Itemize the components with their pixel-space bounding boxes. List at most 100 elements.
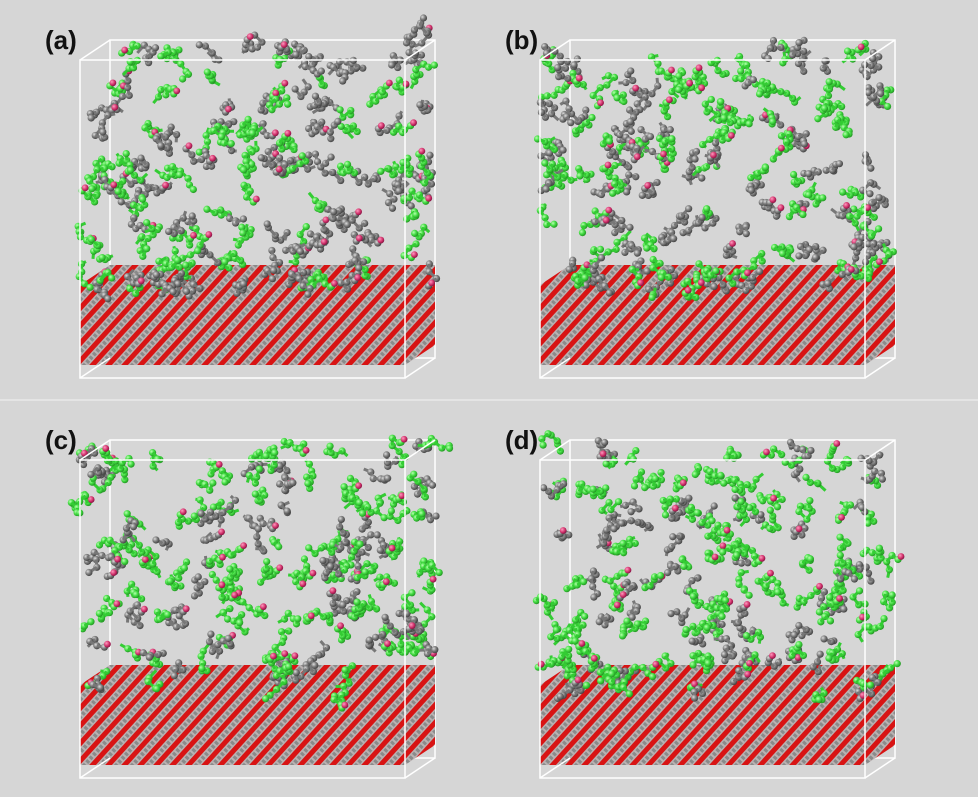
- oxygen-atom: [710, 151, 717, 159]
- atom: [327, 153, 335, 161]
- atom: [668, 135, 676, 143]
- atom: [217, 132, 226, 141]
- atom: [877, 89, 885, 98]
- atom: [173, 256, 182, 264]
- atom: [169, 288, 177, 296]
- atom: [666, 126, 674, 134]
- atom: [416, 101, 424, 109]
- red-row: [294, 265, 398, 365]
- oxygen-atom: [402, 80, 410, 88]
- atom: [430, 61, 438, 69]
- oxygen-atom: [637, 279, 645, 287]
- atom: [151, 44, 160, 52]
- atom: [98, 253, 106, 262]
- oxygen-atom: [111, 103, 119, 111]
- atom: [537, 108, 546, 116]
- atom: [292, 51, 300, 59]
- atom: [554, 63, 562, 72]
- atom: [597, 254, 606, 262]
- atom: [542, 185, 550, 193]
- atom: [720, 114, 728, 122]
- atom: [883, 102, 892, 111]
- atom: [291, 85, 299, 93]
- atom: [819, 194, 827, 202]
- oxygen-atom: [660, 150, 667, 158]
- atom: [805, 170, 813, 178]
- oxygen-atom: [644, 182, 652, 189]
- atom: [296, 247, 304, 255]
- atom: [411, 229, 419, 237]
- atom: [426, 151, 434, 159]
- atom: [166, 577, 174, 585]
- atom: [761, 163, 770, 171]
- atom: [194, 247, 202, 255]
- atom: [698, 174, 706, 182]
- oxygen-atom: [225, 105, 232, 113]
- atom: [304, 290, 312, 298]
- atom: [138, 195, 147, 203]
- oxygen-atom: [109, 79, 117, 87]
- oxygen-atom: [110, 181, 118, 189]
- oxygen-atom: [410, 119, 417, 127]
- atom: [605, 289, 614, 297]
- oxygen-atom: [104, 640, 111, 648]
- oxygen-atom: [355, 208, 362, 216]
- atom: [710, 282, 718, 291]
- atom: [633, 249, 642, 257]
- oxygen-atom: [280, 41, 288, 49]
- atom: [292, 669, 300, 677]
- atom: [298, 152, 306, 160]
- red-row: [246, 265, 350, 365]
- panel: (a): [45, 14, 441, 379]
- atom: [343, 160, 352, 168]
- atom: [559, 146, 567, 154]
- atom: [764, 54, 772, 63]
- atom: [87, 114, 95, 122]
- oxygen-atom: [425, 194, 433, 202]
- atom: [387, 507, 395, 515]
- oxygen-atom: [377, 236, 385, 244]
- atom: [627, 127, 635, 135]
- atom: [328, 168, 337, 177]
- oxygen-atom: [597, 99, 604, 107]
- oxygen-atom: [604, 161, 612, 169]
- atom: [305, 52, 313, 61]
- red-row: [166, 265, 270, 365]
- atom: [550, 220, 558, 228]
- atom: [302, 223, 310, 231]
- atom: [127, 460, 135, 468]
- atom: [570, 61, 578, 69]
- atom: [814, 115, 822, 123]
- atom: [811, 253, 820, 261]
- atom: [737, 67, 745, 75]
- atom: [126, 166, 135, 174]
- atom: [239, 229, 247, 237]
- atom: [875, 193, 883, 202]
- atom: [605, 137, 614, 145]
- red-row: [358, 265, 435, 365]
- oxygen-atom: [847, 265, 855, 273]
- atom: [576, 172, 584, 180]
- atom: [412, 211, 420, 219]
- atom: [384, 474, 392, 482]
- oxygen-atom: [633, 153, 641, 161]
- oxygen-atom: [377, 122, 385, 130]
- red-row: [118, 265, 222, 365]
- atom: [248, 129, 256, 137]
- red-row: [80, 265, 142, 365]
- atom: [195, 41, 203, 49]
- atom: [613, 94, 621, 102]
- panel-label: (b): [505, 25, 538, 55]
- atom: [747, 186, 755, 194]
- atom: [152, 271, 160, 279]
- oxygen-atom: [110, 569, 118, 577]
- atom: [268, 275, 276, 283]
- atom: [541, 159, 549, 167]
- atom: [643, 244, 651, 252]
- atom: [626, 223, 634, 231]
- atom: [712, 267, 720, 275]
- oxygen-atom: [215, 461, 223, 468]
- oxygen-atom: [331, 280, 338, 287]
- oxygen-atom: [173, 87, 181, 95]
